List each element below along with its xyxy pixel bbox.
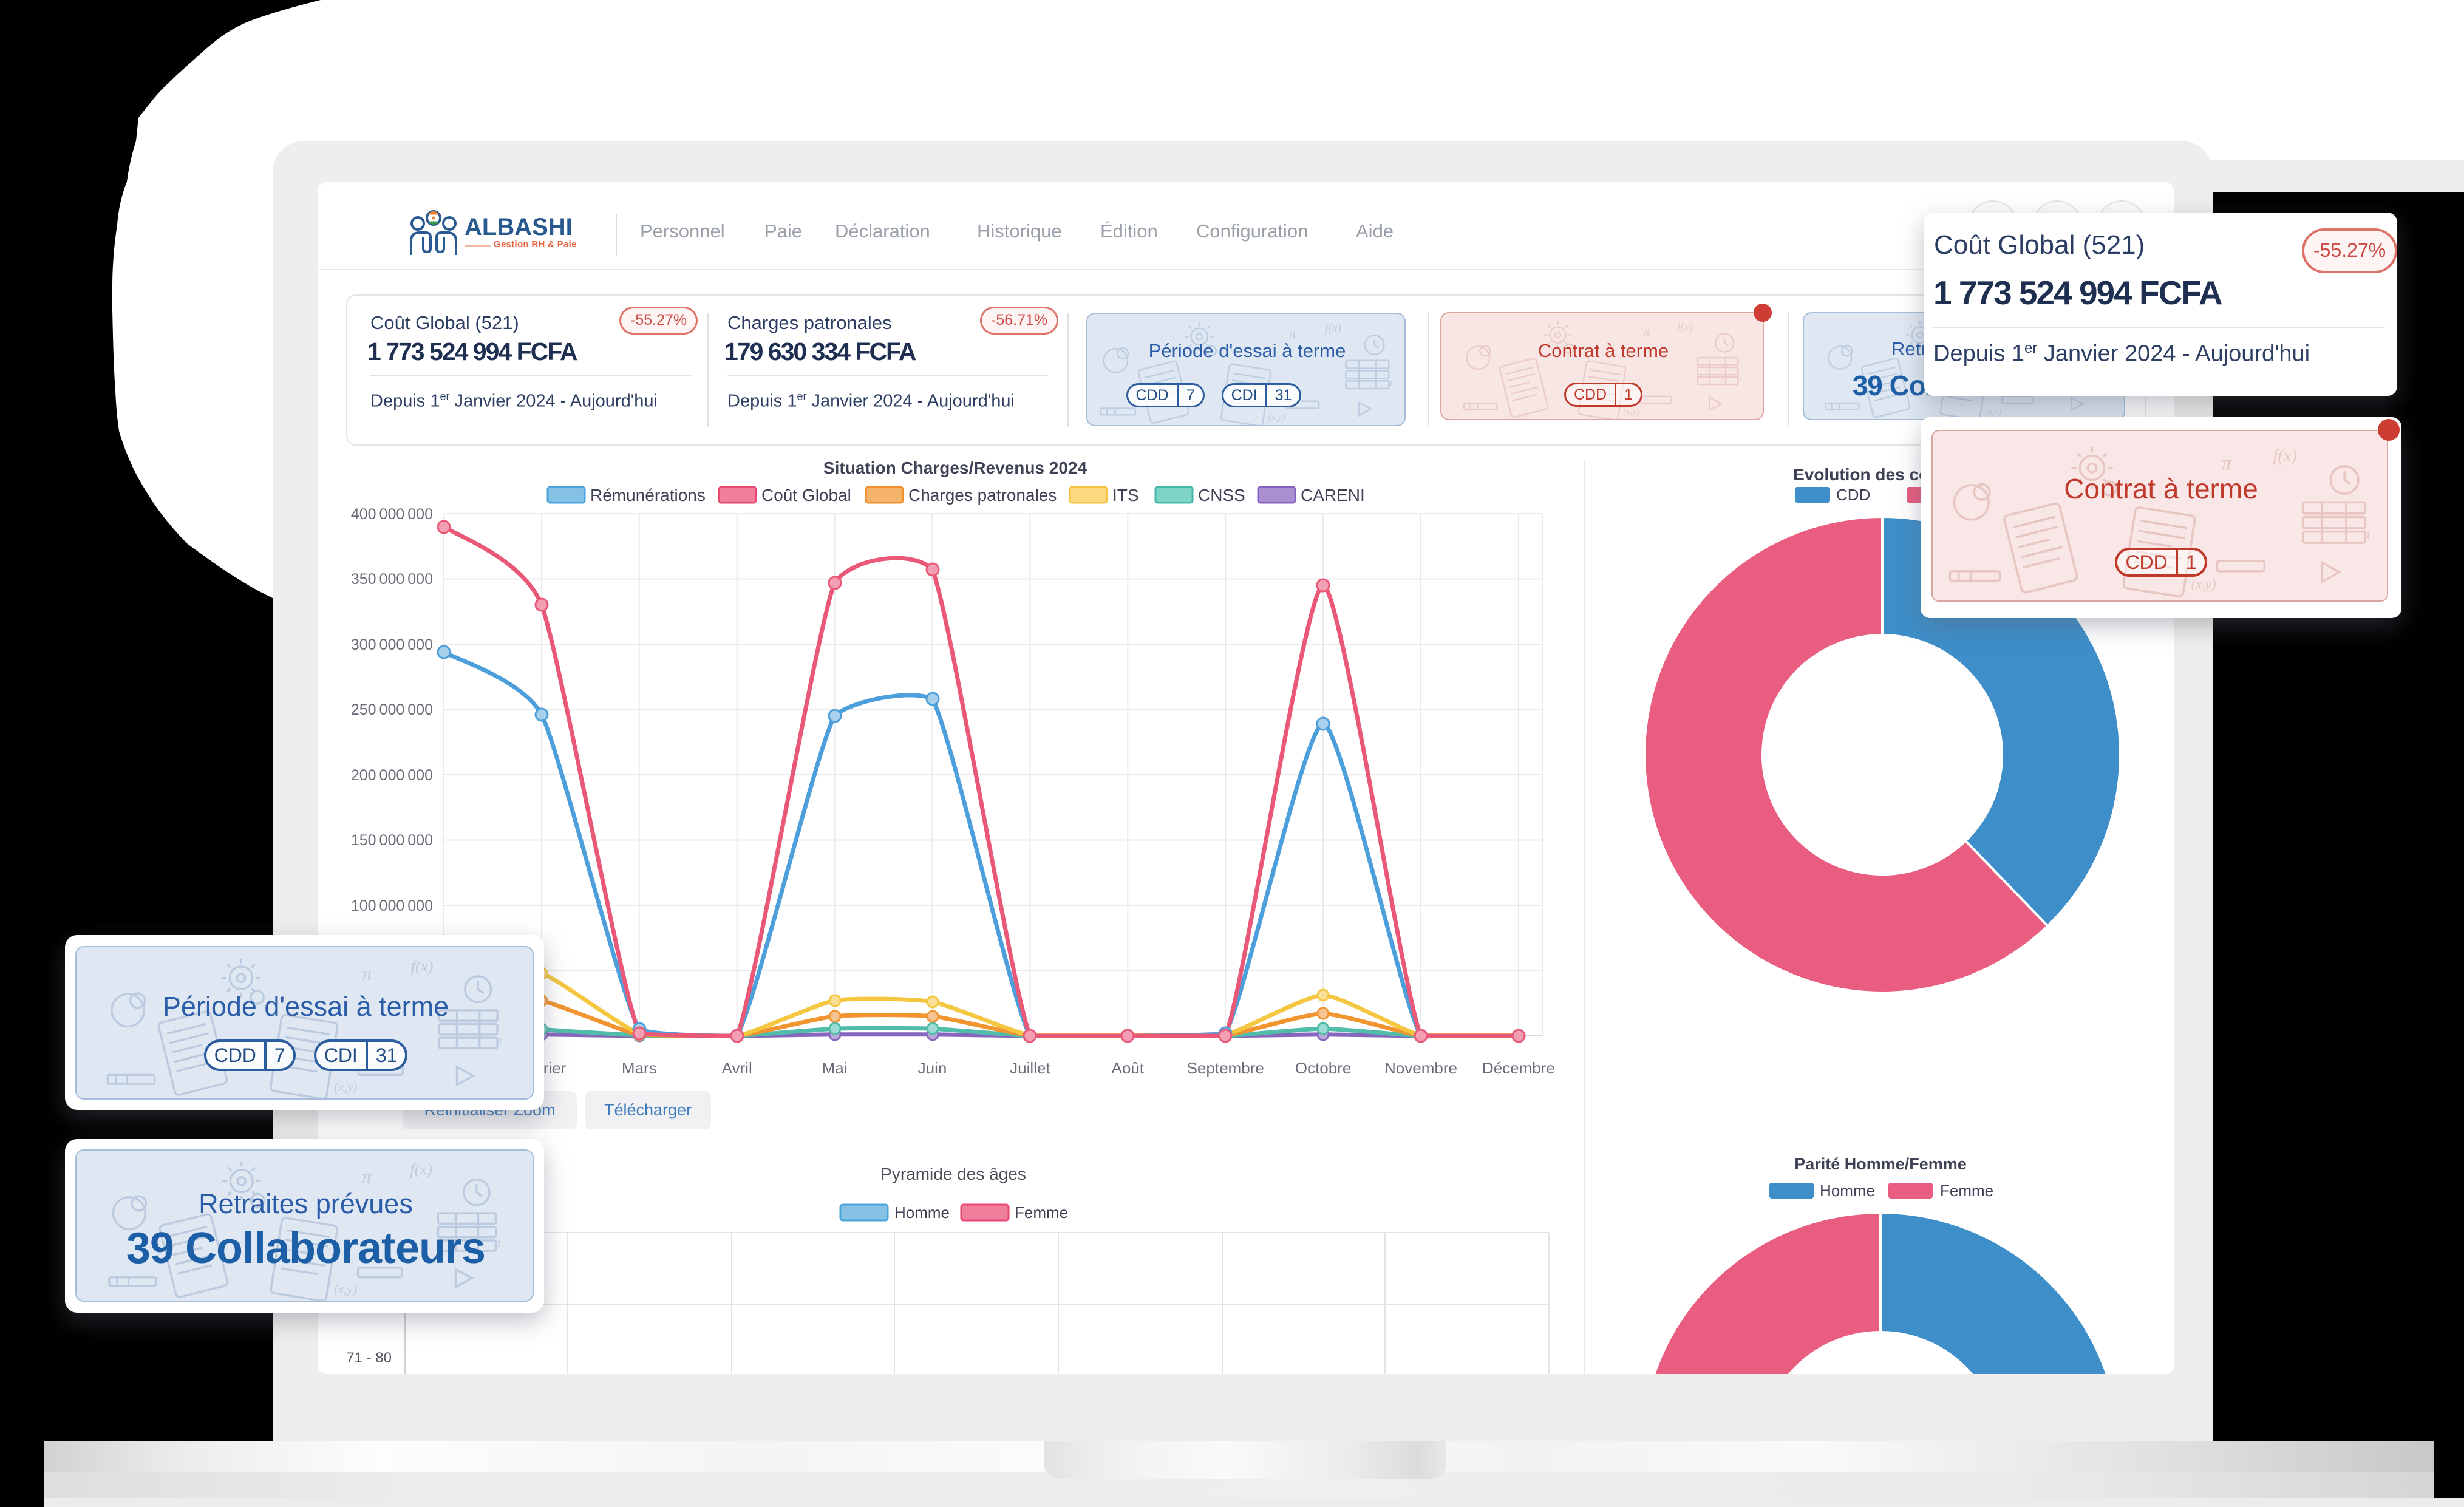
svg-text:150 000 000: 150 000 000 (351, 832, 433, 849)
svg-text:Rémunérations: Rémunérations (590, 486, 706, 505)
svg-text:Parité Homme/Femme: Parité Homme/Femme (1794, 1155, 1967, 1173)
svg-text:ITS: ITS (1112, 486, 1139, 505)
svg-text:Août: Août (1112, 1059, 1145, 1077)
svg-text:350 000 000: 350 000 000 (351, 571, 433, 588)
svg-text:Juillet: Juillet (1010, 1059, 1050, 1077)
svg-text:100 000 000: 100 000 000 (351, 897, 433, 914)
svg-text:71 - 80: 71 - 80 (346, 1350, 392, 1366)
svg-text:400 000 000: 400 000 000 (351, 506, 433, 523)
svg-text:Femme: Femme (1015, 1203, 1068, 1222)
svg-text:Situation Charges/Revenus 2024: Situation Charges/Revenus 2024 (823, 458, 1087, 477)
svg-text:Octobre: Octobre (1295, 1059, 1352, 1077)
svg-text:Homme: Homme (1820, 1182, 1875, 1200)
svg-text:CNSS: CNSS (1198, 486, 1245, 505)
svg-text:Mars: Mars (622, 1059, 657, 1077)
svg-text:Septembre: Septembre (1187, 1059, 1264, 1077)
svg-text:Coût Global: Coût Global (761, 486, 851, 505)
svg-text:Juin: Juin (918, 1059, 947, 1077)
svg-text:Homme: Homme (894, 1203, 950, 1222)
svg-text:CDD: CDD (1836, 486, 1870, 504)
svg-text:CARENI: CARENI (1301, 486, 1365, 505)
svg-text:300 000 000: 300 000 000 (351, 636, 433, 653)
svg-text:Décembre: Décembre (1482, 1059, 1555, 1077)
svg-text:Pyramide des âges: Pyramide des âges (880, 1165, 1026, 1183)
svg-text:Novembre: Novembre (1384, 1059, 1457, 1077)
svg-text:250 000 000: 250 000 000 (351, 701, 433, 718)
svg-text:Avril: Avril (722, 1059, 752, 1077)
svg-text:Charges patronales: Charges patronales (908, 486, 1057, 505)
svg-text:Mai: Mai (822, 1059, 848, 1077)
svg-text:Femme: Femme (1940, 1182, 1993, 1200)
svg-text:200 000 000: 200 000 000 (351, 767, 433, 784)
